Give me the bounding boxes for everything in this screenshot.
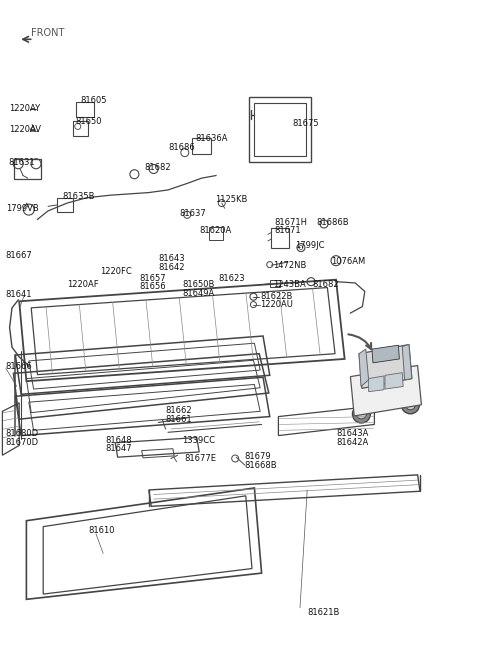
Text: 81677E: 81677E [185, 454, 217, 463]
Text: 1220AV: 1220AV [9, 125, 41, 134]
Text: 81647: 81647 [106, 444, 132, 453]
Bar [209, 227, 223, 240]
Text: 81643: 81643 [158, 254, 185, 263]
Text: 81623: 81623 [218, 274, 245, 283]
Circle shape [357, 409, 366, 419]
Text: 1076AM: 1076AM [331, 257, 365, 267]
Polygon shape [350, 365, 421, 416]
Text: 81605: 81605 [81, 96, 107, 105]
Text: 1339CC: 1339CC [182, 436, 216, 445]
Text: 81661: 81661 [166, 415, 192, 424]
Text: 81670D: 81670D [6, 438, 39, 447]
Text: 81666: 81666 [6, 362, 33, 371]
Text: 81637: 81637 [179, 209, 206, 218]
Text: 81656: 81656 [139, 282, 166, 291]
Text: 81662: 81662 [166, 406, 192, 415]
Text: 81620A: 81620A [199, 226, 231, 235]
Text: 81671H: 81671H [275, 217, 308, 227]
Circle shape [352, 405, 371, 423]
Text: 81642A: 81642A [336, 438, 368, 447]
Bar [254, 103, 306, 156]
Text: 1220FC: 1220FC [100, 267, 132, 276]
Text: 81675: 81675 [293, 119, 319, 128]
Text: 1472NB: 1472NB [273, 261, 306, 270]
Text: 81622B: 81622B [260, 291, 292, 301]
Text: 81657: 81657 [139, 274, 166, 283]
Text: 81650B: 81650B [182, 280, 215, 290]
Text: 1220AU: 1220AU [260, 300, 293, 309]
Text: 81686B: 81686B [317, 217, 349, 227]
Bar [270, 280, 280, 287]
Text: 81668B: 81668B [245, 460, 277, 470]
Bar [192, 138, 211, 154]
Text: 81680D: 81680D [6, 429, 39, 438]
Text: 81679: 81679 [245, 452, 271, 461]
Text: 81642: 81642 [158, 263, 185, 272]
Text: 81667: 81667 [6, 251, 33, 260]
Text: 1220AY: 1220AY [9, 103, 40, 113]
Bar [76, 102, 94, 117]
Circle shape [401, 396, 420, 414]
Bar [14, 159, 41, 179]
Text: 1220AF: 1220AF [67, 280, 99, 290]
Text: 81682: 81682 [144, 162, 170, 172]
Polygon shape [385, 373, 403, 389]
Text: 81610: 81610 [89, 526, 115, 535]
Polygon shape [359, 349, 369, 386]
Text: 1799JC: 1799JC [295, 241, 324, 250]
Text: 81671: 81671 [275, 226, 301, 235]
Text: 1799VB: 1799VB [6, 204, 38, 213]
Text: 81649A: 81649A [182, 289, 215, 298]
Text: 81643A: 81643A [336, 429, 368, 438]
Text: 1125KB: 1125KB [215, 195, 247, 204]
Polygon shape [369, 376, 384, 392]
Text: 81648: 81648 [106, 436, 132, 445]
Text: FRONT: FRONT [31, 28, 65, 38]
Text: 1243BA: 1243BA [273, 280, 305, 290]
Circle shape [406, 400, 415, 410]
Text: 81686: 81686 [168, 143, 195, 152]
Polygon shape [359, 345, 412, 388]
Text: 81631: 81631 [9, 158, 35, 167]
Bar [249, 97, 311, 162]
Polygon shape [402, 345, 412, 380]
Text: 81621B: 81621B [307, 608, 339, 617]
Bar [57, 198, 73, 212]
Text: 81636A: 81636A [196, 134, 228, 143]
Polygon shape [372, 345, 399, 363]
Text: 81682: 81682 [312, 280, 338, 290]
Text: 81635B: 81635B [62, 192, 95, 201]
Text: 81641: 81641 [6, 290, 32, 299]
Text: 81650: 81650 [76, 117, 102, 126]
Bar [73, 121, 88, 136]
Bar [271, 228, 289, 248]
